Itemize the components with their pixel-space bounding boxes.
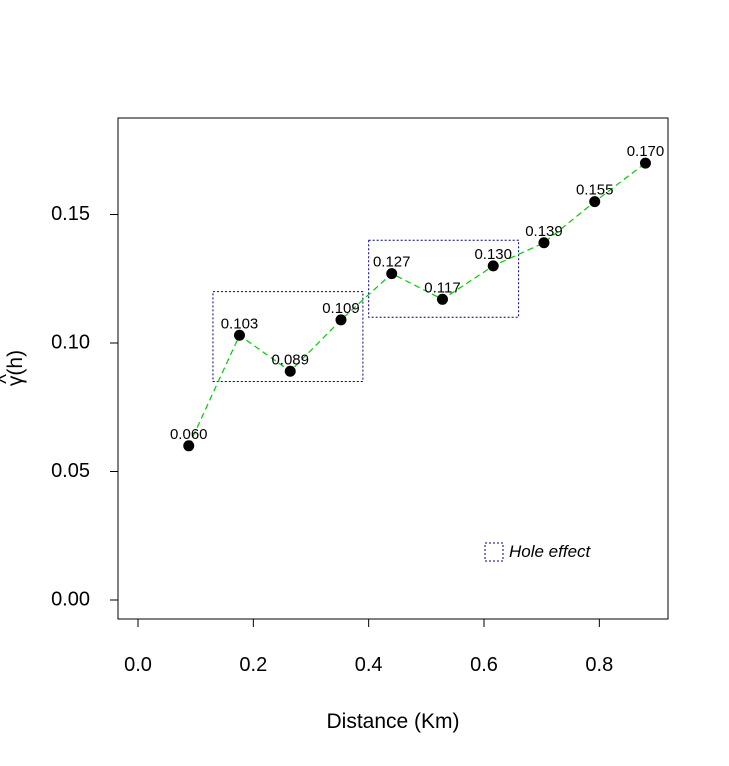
x-axis: 0.0 0.2 0.4 0.6 0.8 [124, 618, 613, 676]
y-axis-title-symbol: γ [4, 375, 27, 386]
data-point [183, 440, 195, 452]
y-axis-title-arg: (h) [4, 350, 27, 376]
data-point [233, 329, 245, 341]
y-axis: 0.00 0.05 0.10 0.15 [51, 203, 119, 610]
data-point [436, 293, 448, 305]
data-label: 0.103 [221, 315, 259, 332]
y-tick-label: 0.05 [51, 460, 90, 482]
data-label: 0.139 [525, 223, 563, 240]
data-point [589, 196, 601, 208]
data-point [487, 260, 499, 272]
x-tick-label: 0.8 [585, 654, 613, 676]
data-label: 0.170 [627, 143, 665, 160]
data-label: 0.117 [424, 279, 460, 296]
series-group: 0.060 0.103 0.089 0.109 0.127 0.117 0.130 0.139… [170, 143, 665, 452]
svg-text:γ(h): γ(h) [4, 350, 27, 386]
y-tick-label: 0.00 [51, 588, 90, 610]
hole-effect-boxes [212, 239, 520, 383]
data-point [538, 237, 550, 249]
data-point [335, 314, 347, 326]
data-label: 0.089 [271, 351, 309, 368]
legend-swatch [484, 542, 504, 562]
data-label: 0.060 [170, 426, 208, 443]
data-point [639, 157, 651, 169]
series-line [188, 162, 646, 447]
data-label: 0.109 [322, 300, 360, 317]
data-label: 0.127 [373, 254, 411, 271]
legend: Hole effect [484, 542, 592, 562]
y-tick-label: 0.10 [51, 331, 90, 353]
x-axis-title: Distance (Km) [326, 710, 459, 733]
x-tick-label: 0.0 [124, 654, 152, 676]
data-label: 0.130 [474, 246, 512, 263]
data-point [386, 268, 398, 280]
y-axis-title: γ(h) ^ [0, 350, 27, 386]
y-axis-title-hat: ^ [0, 374, 18, 384]
data-point [284, 365, 296, 377]
y-tick-label: 0.15 [51, 203, 90, 225]
hole-effect-box-2 [368, 239, 520, 318]
x-tick-label: 0.4 [355, 654, 383, 676]
data-label: 0.155 [576, 182, 614, 199]
x-tick-label: 0.2 [239, 654, 267, 676]
legend-label: Hole effect [509, 542, 592, 561]
x-tick-label: 0.6 [470, 654, 498, 676]
